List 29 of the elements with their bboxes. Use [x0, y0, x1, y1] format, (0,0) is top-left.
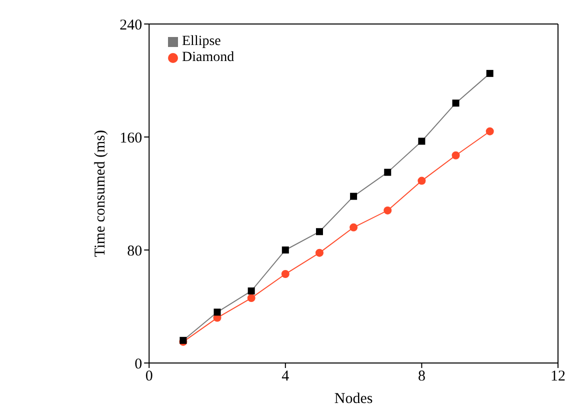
point	[350, 223, 358, 232]
point	[486, 127, 494, 136]
point	[315, 248, 324, 257]
y-tick-label: 80	[127, 243, 142, 260]
point	[384, 206, 392, 214]
x-tick-label: 12	[550, 368, 566, 385]
point	[214, 308, 221, 316]
point	[452, 100, 460, 107]
point	[384, 168, 392, 176]
point	[248, 287, 255, 294]
y-tick-label: 160	[120, 130, 142, 146]
point	[452, 151, 460, 160]
y-axis-title: Time consumed (ms)	[92, 130, 108, 257]
point	[316, 228, 323, 236]
y-tick-label: 240	[120, 17, 142, 34]
legend-label: Ellipse	[182, 34, 221, 49]
point	[418, 176, 426, 185]
point	[281, 270, 290, 278]
point	[350, 192, 358, 200]
x-axis-title: Nodes	[334, 391, 373, 407]
point	[247, 294, 256, 302]
x-tick-label: 0	[145, 368, 153, 385]
x-tick-label: 4	[282, 368, 290, 385]
point	[486, 70, 494, 77]
y-tick-label: 0	[134, 356, 142, 372]
point	[418, 138, 426, 145]
point	[282, 246, 289, 254]
legend-label: Diamond	[182, 50, 234, 65]
x-tick-label: 8	[418, 368, 426, 385]
